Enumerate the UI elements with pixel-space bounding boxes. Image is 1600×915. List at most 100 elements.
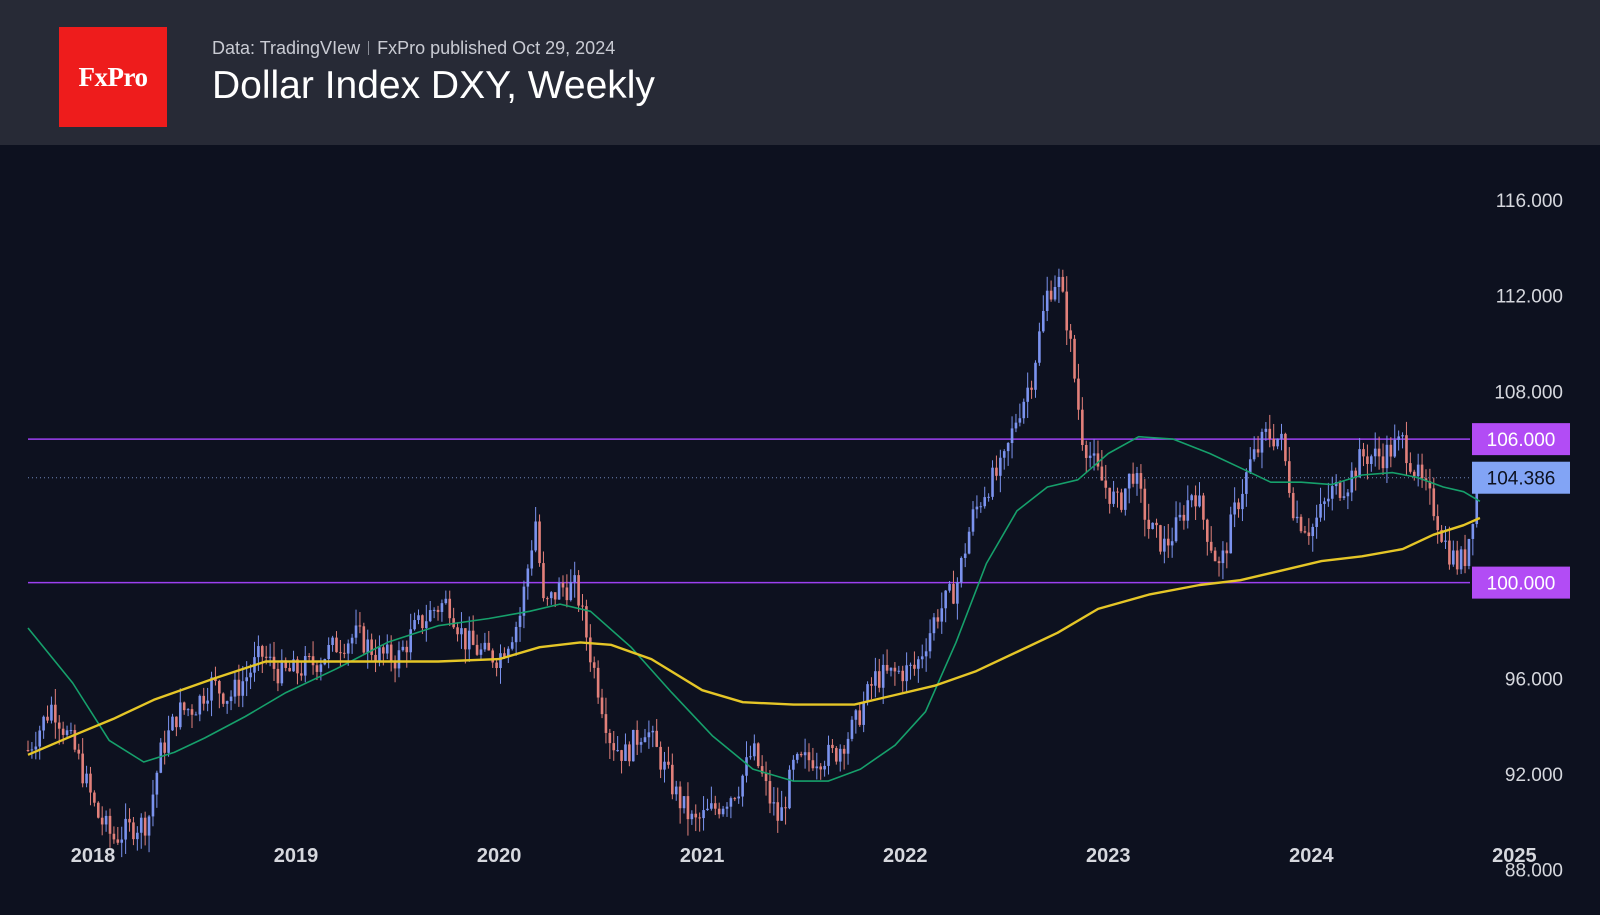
candle-body <box>917 659 920 669</box>
candle-body <box>1213 550 1217 562</box>
candle-body <box>268 656 272 658</box>
candle-body <box>663 761 666 770</box>
candle-body <box>866 684 869 703</box>
candle-body <box>983 497 987 507</box>
candle-body <box>795 753 799 760</box>
candle-body <box>1194 495 1197 507</box>
candle-body <box>42 716 45 731</box>
candle-body <box>382 647 385 654</box>
candle-body <box>300 673 303 676</box>
candle-body <box>1268 428 1272 439</box>
price-chart[interactable]: 116.000112.000108.00096.00092.00088.000 … <box>0 145 1600 915</box>
candle-body <box>34 746 38 750</box>
candle-body <box>557 582 561 600</box>
candle-body <box>901 670 905 682</box>
candle-body <box>1190 495 1193 501</box>
candle-body <box>909 664 912 666</box>
candle-body <box>604 714 608 733</box>
candle-body <box>57 722 61 729</box>
candle-body <box>54 704 57 723</box>
candle-body <box>815 766 819 769</box>
candle-body <box>936 617 940 622</box>
candle-body <box>120 839 124 843</box>
candle-body <box>202 695 206 704</box>
candle-body <box>1038 331 1041 363</box>
candle-body <box>717 808 721 815</box>
candle-body <box>819 766 823 770</box>
candle-body <box>401 646 405 651</box>
candle-body <box>1342 496 1346 498</box>
candle-body <box>1088 455 1092 458</box>
candle-body <box>811 760 815 769</box>
candle-body <box>881 664 885 688</box>
candle-body <box>186 709 190 711</box>
chart-title: Dollar Index DXY, Weekly <box>212 64 655 107</box>
candle-body <box>460 628 463 635</box>
candle-body <box>577 575 580 606</box>
candle-body <box>999 457 1002 476</box>
candle-body <box>631 729 635 762</box>
candle-body <box>831 744 834 749</box>
candle-body <box>514 626 518 643</box>
candle-body <box>628 744 631 762</box>
candle-body <box>546 598 549 600</box>
candle-body <box>89 773 92 793</box>
candle-body <box>1217 561 1221 564</box>
candle-body <box>167 730 170 753</box>
candle-body <box>1135 473 1139 484</box>
price-axis: 116.000 112.000 108.000 96.000 92.000 88.000 <box>1494 191 1563 882</box>
candle-body <box>1428 481 1432 489</box>
candle-body <box>1127 473 1131 489</box>
candle-body <box>1053 286 1057 300</box>
candle-body <box>448 598 452 619</box>
candle-body <box>1166 538 1170 546</box>
candle-body <box>1084 444 1088 458</box>
candle-body <box>725 806 729 809</box>
candle-body <box>596 667 600 698</box>
candle-body <box>370 639 373 655</box>
candle-body <box>1163 538 1166 552</box>
candle-body <box>210 677 213 701</box>
candle-body <box>776 802 780 821</box>
candle-body <box>1022 401 1026 419</box>
candle-body <box>1288 461 1291 493</box>
candle-body <box>788 769 791 809</box>
candle-body <box>1389 444 1393 457</box>
candle-body <box>1377 448 1381 457</box>
candle-body <box>1010 428 1014 444</box>
candle-body <box>1073 338 1076 379</box>
candle-body <box>842 748 846 754</box>
candle-body <box>889 667 893 671</box>
candle-body <box>952 583 955 604</box>
candle-body <box>1143 488 1147 520</box>
last-price-tag-bg <box>1472 461 1570 494</box>
candle-body <box>823 765 826 770</box>
candle-body <box>479 649 483 655</box>
candle-body <box>1069 330 1072 339</box>
candle-body <box>1455 550 1459 570</box>
candle-body <box>65 730 69 735</box>
candle-body <box>838 748 842 762</box>
candle-body <box>1346 492 1350 497</box>
candle-body <box>1264 428 1268 432</box>
candle-body <box>1108 487 1111 504</box>
candle-body <box>549 592 553 599</box>
candle-body <box>104 815 108 825</box>
year-tick-label: 2019 <box>274 845 319 867</box>
candle-body <box>756 743 760 767</box>
candle-body <box>1436 516 1439 531</box>
candle-body <box>257 646 260 658</box>
candle-body <box>85 773 88 784</box>
separator <box>368 41 370 55</box>
candle-body <box>1186 500 1190 521</box>
candle-body <box>292 659 295 672</box>
candle-body <box>1002 451 1006 458</box>
candles <box>26 268 1479 858</box>
candle-body <box>1385 444 1389 469</box>
candle-body <box>635 729 639 745</box>
candle-body <box>1049 290 1053 300</box>
candle-body <box>171 716 174 731</box>
candle-body <box>858 710 862 725</box>
candle-body <box>749 756 752 758</box>
candle-body <box>706 808 709 811</box>
